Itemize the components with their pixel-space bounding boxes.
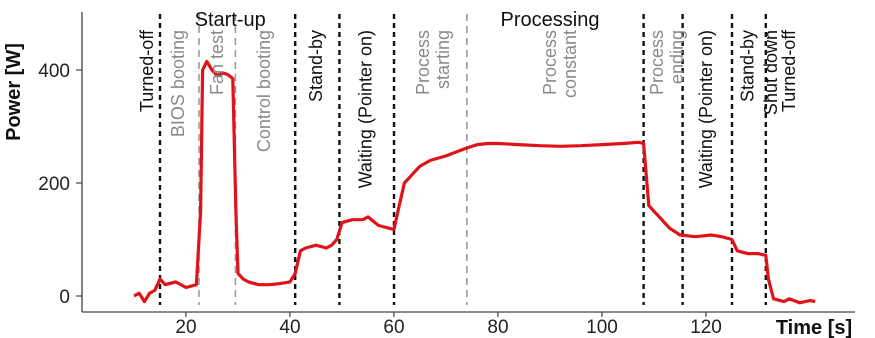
phase-label-text: BIOS booting [168,30,188,137]
group-labels: Start-up Processing [195,9,600,31]
y-axis-title: Power [W] [3,43,25,141]
phase-label: Stand-by [738,30,758,102]
phase-labels: Turned-off BIOS booting Fan test Control bo… [137,29,799,188]
phase-label: Stand-by [306,30,326,102]
phase-label: Processconstant [540,30,580,98]
phase-label: Waiting (Pointer on) [355,30,375,188]
x-tick-label: 80 [487,317,508,338]
phase-label-text: Fan test [207,30,227,95]
phase-label-text: Waiting (Pointer on) [355,30,375,188]
phase-label: Control booting [254,30,274,152]
phase-lines [158,14,767,305]
phase-group-label: Start-up [195,9,266,31]
phase-label-text: Control booting [254,30,274,152]
phase-group-label: Processing [501,9,600,31]
phase-label: Processending [647,30,687,95]
phase-label: Turned-off [137,29,157,112]
y-tick-label: 400 [38,61,70,82]
x-tick-label: 40 [279,317,300,338]
x-tick-label: 120 [690,317,722,338]
y-ticks: 0 200 400 [38,61,82,308]
x-axis-title: Time [s] [776,317,852,338]
axes [81,12,855,313]
y-tick-label: 200 [38,174,70,195]
phase-label-text: Stand-by [738,30,758,102]
y-tick-label: 0 [59,287,70,308]
phase-label-text: Shut down [761,30,781,115]
phase-label-text: Processending [647,30,687,95]
phase-label-text: Turned-off [137,29,157,112]
x-tick-label: 60 [383,317,404,338]
phase-label-text: Processstarting [413,30,453,95]
phase-label: Processstarting [413,30,453,95]
phase-label: Shut down [761,30,781,115]
phase-label-text: Stand-by [306,30,326,102]
phase-label: Turned-off [779,29,799,112]
phase-label-text: Turned-off [779,29,799,112]
phase-label-text: Waiting (Pointer on) [696,30,716,188]
series-layer [133,59,816,305]
phase-label-text: Processconstant [540,30,580,98]
phase-label: BIOS booting [168,30,188,137]
power-series-line [133,59,816,305]
x-tick-label: 20 [175,317,196,338]
x-tick-label: 100 [586,317,618,338]
phase-label: Fan test [207,30,227,95]
x-ticks: 20 40 60 80 100 120 [175,312,722,338]
phase-label: Waiting (Pointer on) [696,30,716,188]
